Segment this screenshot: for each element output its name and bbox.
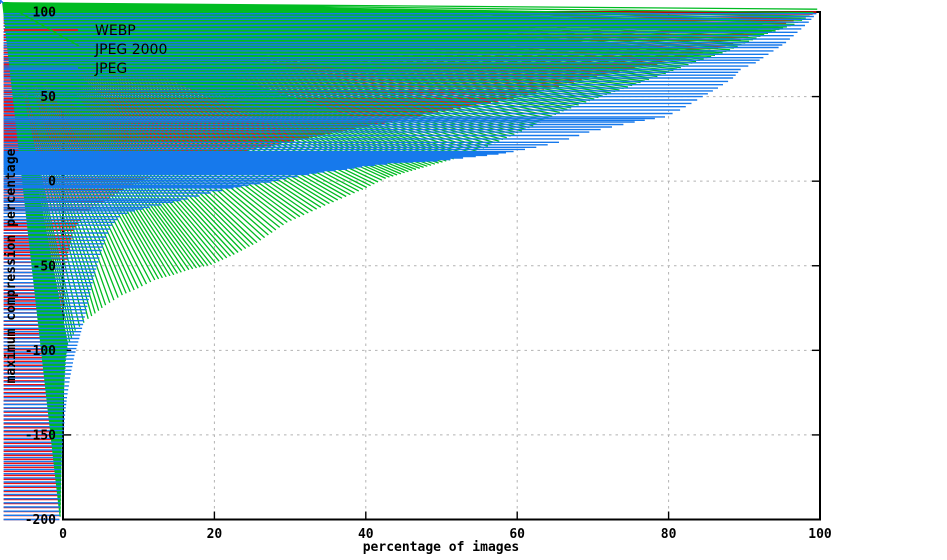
legend-item-webp: WEBP bbox=[0, 0, 136, 39]
x-axis-label: percentage of images bbox=[363, 540, 520, 555]
y-tick-label: -150 bbox=[25, 428, 56, 443]
y-tick-label: 50 bbox=[40, 90, 56, 105]
x-tick-label: 40 bbox=[358, 527, 374, 542]
marker-path bbox=[0, 0, 817, 521]
legend-label-jpeg: JPEG bbox=[94, 61, 127, 77]
legend-label-jpeg2000: JPEG 2000 bbox=[94, 42, 167, 58]
y-tick-label: 100 bbox=[33, 6, 57, 21]
y-tick-label: -200 bbox=[25, 513, 56, 528]
x-tick-label: 20 bbox=[207, 527, 223, 542]
y-axis-label: maximum compression percentage bbox=[4, 148, 19, 383]
x-tick-label: 0 bbox=[59, 527, 67, 542]
jpeg2000-cross-marker-icon bbox=[0, 0, 80, 47]
x-tick-label: 100 bbox=[808, 527, 832, 542]
legend-marker bbox=[0, 0, 78, 69]
legend-item-jpeg2000: JPEG 2000 bbox=[0, 0, 167, 58]
x-tick-label: 80 bbox=[661, 527, 677, 542]
legend-marker bbox=[0, 0, 80, 47]
y-tick-label: -100 bbox=[25, 344, 56, 359]
legend: WEBP JPEG 2000 JPEG bbox=[0, 0, 167, 77]
legend-marker bbox=[0, 0, 78, 31]
data-points bbox=[0, 0, 818, 521]
series-jpeg-points bbox=[0, 0, 817, 521]
y-tick-label: -50 bbox=[33, 259, 57, 274]
tick-labels: 0 20 40 60 80 100 100 50 0 -50 -100 -150 -200 bbox=[25, 6, 832, 543]
webp-plus-marker-icon bbox=[0, 0, 78, 31]
y-tick-label: 0 bbox=[48, 175, 56, 190]
jpeg-asterisk-marker-icon bbox=[0, 0, 78, 69]
legend-label-webp: WEBP bbox=[95, 23, 136, 39]
x-tick-label: 60 bbox=[509, 527, 525, 542]
legend-item-jpeg: JPEG bbox=[0, 0, 127, 77]
